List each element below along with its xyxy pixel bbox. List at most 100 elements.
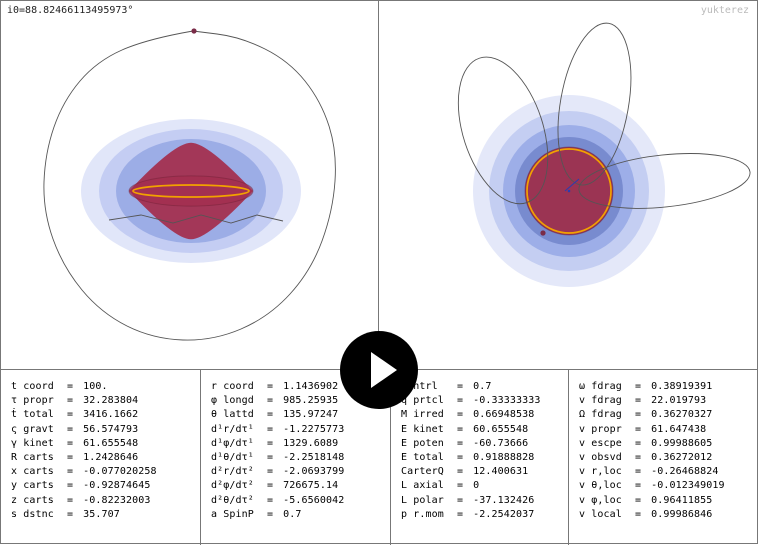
equals-sign: = — [631, 423, 645, 437]
equals-sign: = — [63, 508, 77, 522]
equals-sign: = — [453, 394, 467, 408]
data-value: 0.91888828 — [467, 452, 534, 463]
data-value: 0.96411855 — [645, 495, 712, 506]
play-button[interactable] — [340, 331, 418, 409]
data-value: 60.655548 — [467, 424, 528, 435]
equals-sign: = — [263, 380, 277, 394]
data-label: a SpinP — [211, 508, 263, 522]
equals-sign: = — [453, 451, 467, 465]
data-value: 1329.6089 — [277, 438, 338, 449]
data-label: γ kinet — [11, 437, 63, 451]
data-label: L polar — [401, 494, 453, 508]
data-label: E kinet — [401, 423, 453, 437]
data-label: CarterQ — [401, 465, 453, 479]
data-row: v φ,loc= 0.96411855 — [579, 494, 751, 508]
data-row: R carts= 1.2428646 — [11, 451, 192, 465]
data-value: -2.2542037 — [467, 509, 534, 520]
equals-sign: = — [63, 380, 77, 394]
data-value: 135.97247 — [277, 409, 338, 420]
inclination-readout: i0=88.82466113495973° — [7, 5, 133, 16]
equals-sign: = — [63, 437, 77, 451]
data-value: 0.36270327 — [645, 409, 712, 420]
data-label: d¹r/dτ¹ — [211, 423, 263, 437]
data-label: ς gravt — [11, 423, 63, 437]
data-value: -1.2275773 — [277, 424, 344, 435]
data-row: v θ,loc= -0.012349019 — [579, 479, 751, 493]
data-value: 0.7 — [467, 381, 491, 392]
equals-sign: = — [63, 408, 77, 422]
data-value: 0.36272012 — [645, 452, 712, 463]
watermark-label: yukterez — [701, 5, 749, 16]
data-col-3: q ntrl= 0.7q prtcl= -0.33333333M irred= … — [391, 370, 569, 545]
equals-sign: = — [453, 423, 467, 437]
data-row: ṫ total= 3416.1662 — [11, 408, 192, 422]
data-label: y carts — [11, 479, 63, 493]
equals-sign: = — [453, 479, 467, 493]
data-row: q prtcl= -0.33333333 — [401, 394, 560, 408]
data-row: v fdrag= 22.019793 — [579, 394, 751, 408]
data-label: s dstnc — [11, 508, 63, 522]
simulation-frame: i0=88.82466113495973° yukterez t coord= … — [0, 0, 758, 544]
data-row: d²φ/dτ²= 726675.14 — [211, 479, 382, 493]
data-row: v local= 0.99986846 — [579, 508, 751, 522]
equals-sign: = — [453, 465, 467, 479]
data-row: Ω fdrag= 0.36270327 — [579, 408, 751, 422]
data-row: τ propr= 32.283804 — [11, 394, 192, 408]
data-value: 0.66948538 — [467, 409, 534, 420]
data-label: v φ,loc — [579, 494, 631, 508]
data-label: R carts — [11, 451, 63, 465]
data-value: 0.38919391 — [645, 381, 712, 392]
equals-sign: = — [631, 465, 645, 479]
data-label: φ longd — [211, 394, 263, 408]
data-label: d¹θ/dτ¹ — [211, 451, 263, 465]
data-value: 35.707 — [77, 509, 120, 520]
data-value: -5.6560042 — [277, 495, 344, 506]
data-value: 1.1436902 — [277, 381, 338, 392]
equals-sign: = — [453, 508, 467, 522]
data-label: Ω fdrag — [579, 408, 631, 422]
data-row: a SpinP= 0.7 — [211, 508, 382, 522]
data-value: 32.283804 — [77, 395, 138, 406]
data-label: x carts — [11, 465, 63, 479]
data-row: E total= 0.91888828 — [401, 451, 560, 465]
equals-sign: = — [263, 394, 277, 408]
equals-sign: = — [453, 437, 467, 451]
data-value: 61.647438 — [645, 424, 706, 435]
data-value: 3416.1662 — [77, 409, 138, 420]
data-label: v obsvd — [579, 451, 631, 465]
data-label: t coord — [11, 380, 63, 394]
equals-sign: = — [631, 494, 645, 508]
data-label: E total — [401, 451, 453, 465]
data-row: q ntrl= 0.7 — [401, 380, 560, 394]
equals-sign: = — [631, 508, 645, 522]
data-row: v r,loc= -0.26468824 — [579, 465, 751, 479]
data-label: q prtcl — [401, 394, 453, 408]
data-label: θ lattd — [211, 408, 263, 422]
data-value: 22.019793 — [645, 395, 706, 406]
equals-sign: = — [63, 465, 77, 479]
data-row: E poten= -60.73666 — [401, 437, 560, 451]
data-value: -0.92874645 — [77, 480, 150, 491]
data-row: z carts= -0.82232003 — [11, 494, 192, 508]
equals-sign: = — [263, 408, 277, 422]
data-label: v fdrag — [579, 394, 631, 408]
data-label: z carts — [11, 494, 63, 508]
data-value: -60.73666 — [467, 438, 528, 449]
equals-sign: = — [263, 494, 277, 508]
data-label: v local — [579, 508, 631, 522]
data-row: d²r/dτ²= -2.0693799 — [211, 465, 382, 479]
data-row: v obsvd= 0.36272012 — [579, 451, 751, 465]
data-row: γ kinet= 61.655548 — [11, 437, 192, 451]
data-row: ς gravt= 56.574793 — [11, 423, 192, 437]
data-row: d¹r/dτ¹= -1.2275773 — [211, 423, 382, 437]
data-value: 0.7 — [277, 509, 301, 520]
data-value: 1.2428646 — [77, 452, 138, 463]
equals-sign: = — [453, 494, 467, 508]
view-side: i0=88.82466113495973° — [0, 0, 379, 370]
data-value: 61.655548 — [77, 438, 138, 449]
data-row: d¹θ/dτ¹= -2.2518148 — [211, 451, 382, 465]
data-row: L axial= 0 — [401, 479, 560, 493]
data-value: 0.99986846 — [645, 509, 712, 520]
data-value: 100. — [77, 381, 108, 392]
data-row: t coord= 100. — [11, 380, 192, 394]
